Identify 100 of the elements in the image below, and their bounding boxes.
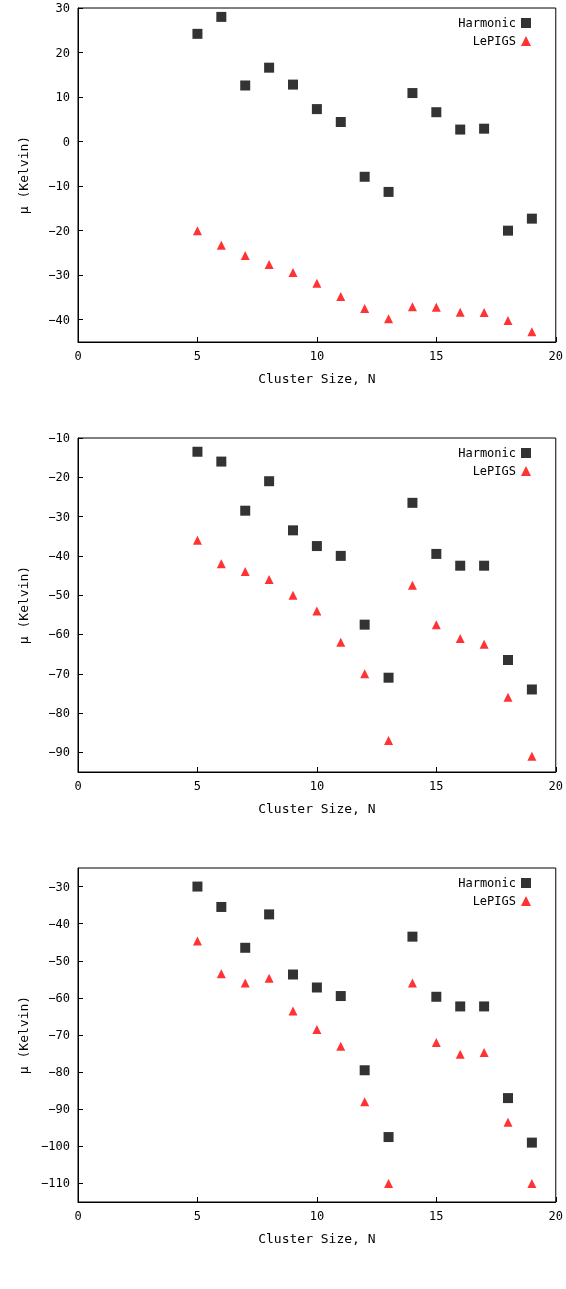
point [192,446,203,457]
x-axis-title: Cluster Size, N [258,371,376,386]
point [216,456,227,467]
x-tick-label: 15 [429,779,444,793]
point [240,505,251,516]
point [503,225,513,236]
point [312,1024,322,1034]
y-axis-title: μ (Kelvin) [16,565,31,645]
point [192,226,202,236]
point [359,1065,370,1076]
point [407,978,417,988]
x-axis-title: Cluster Size, N [258,801,376,816]
y-tick-label: −80 [48,1065,70,1080]
point [455,560,466,571]
y-tick-label: −50 [48,953,70,968]
point [216,901,227,912]
point [527,327,537,337]
point [455,307,465,317]
y-tick-label: −10 [48,179,70,194]
point [383,672,394,683]
point [407,580,417,590]
y-tick-label: −90 [48,745,70,760]
point [216,240,226,250]
point [526,1137,537,1148]
y-tick-label: −100 [41,1139,70,1154]
point [288,969,298,980]
point [336,1041,346,1051]
x-tick-label: 15 [429,349,444,363]
x-tick-label: 0 [74,1209,82,1223]
point [431,548,442,559]
y-axis-title: μ (Kelvin) [16,995,31,1075]
legend-label: Harmonic [458,16,516,30]
point [479,560,490,571]
point [503,655,513,666]
point [503,1117,513,1127]
point [455,633,465,643]
point [264,973,274,983]
legend-label: Harmonic [458,876,516,890]
point [407,931,418,942]
point [455,1049,465,1059]
x-tick-label: 20 [548,1209,563,1223]
y-tick-label: −20 [48,223,70,238]
point [288,268,298,278]
y-tick-label: 20 [55,45,70,60]
point [359,619,370,630]
point [383,186,394,197]
y-tick-label: 0 [62,134,70,149]
point [455,1001,466,1012]
point [384,314,394,324]
point [288,525,298,536]
point [192,881,203,892]
y-tick-label: −70 [48,666,70,681]
x-tick-label: 0 [74,779,82,793]
point [527,1178,537,1188]
point [192,936,202,946]
point [336,637,346,647]
point [359,171,370,182]
point [384,1178,394,1188]
y-tick-label: −30 [48,509,70,524]
point [288,590,298,600]
point [312,278,322,288]
point [479,123,490,134]
point [407,302,417,312]
x-tick-label: 10 [309,349,325,363]
point [264,476,275,487]
point [407,88,418,99]
point [526,684,537,695]
y-tick-label: −40 [48,548,70,563]
point [311,541,322,552]
point [264,62,275,73]
point [384,736,394,746]
x-tick-label: 0 [74,349,82,363]
y-tick-label: −40 [48,916,70,931]
point [360,304,370,314]
y-tick-label: −80 [48,706,70,721]
point [240,978,250,988]
point [335,991,346,1002]
y-tick-label: −30 [48,268,70,283]
x-tick-label: 15 [429,1209,444,1223]
x-tick-label: 10 [309,779,325,793]
point [431,620,441,630]
point [240,942,251,953]
point [526,213,537,224]
point [479,308,489,318]
x-tick-label: 10 [309,1209,325,1223]
y-tick-label: −60 [48,627,70,642]
point [311,982,322,993]
y-tick-label: −70 [48,1028,70,1042]
point [431,991,442,1002]
x-axis-title: Cluster Size, N [258,1231,376,1246]
point [527,751,537,761]
point [479,1001,490,1012]
y-tick-label: −60 [48,990,70,1005]
x-tick-label: 20 [548,779,563,793]
point [431,107,442,118]
point [455,124,466,135]
x-tick-label: 5 [193,779,202,793]
point [503,316,513,326]
y-tick-label: −10 [48,431,70,445]
point [431,1037,441,1047]
